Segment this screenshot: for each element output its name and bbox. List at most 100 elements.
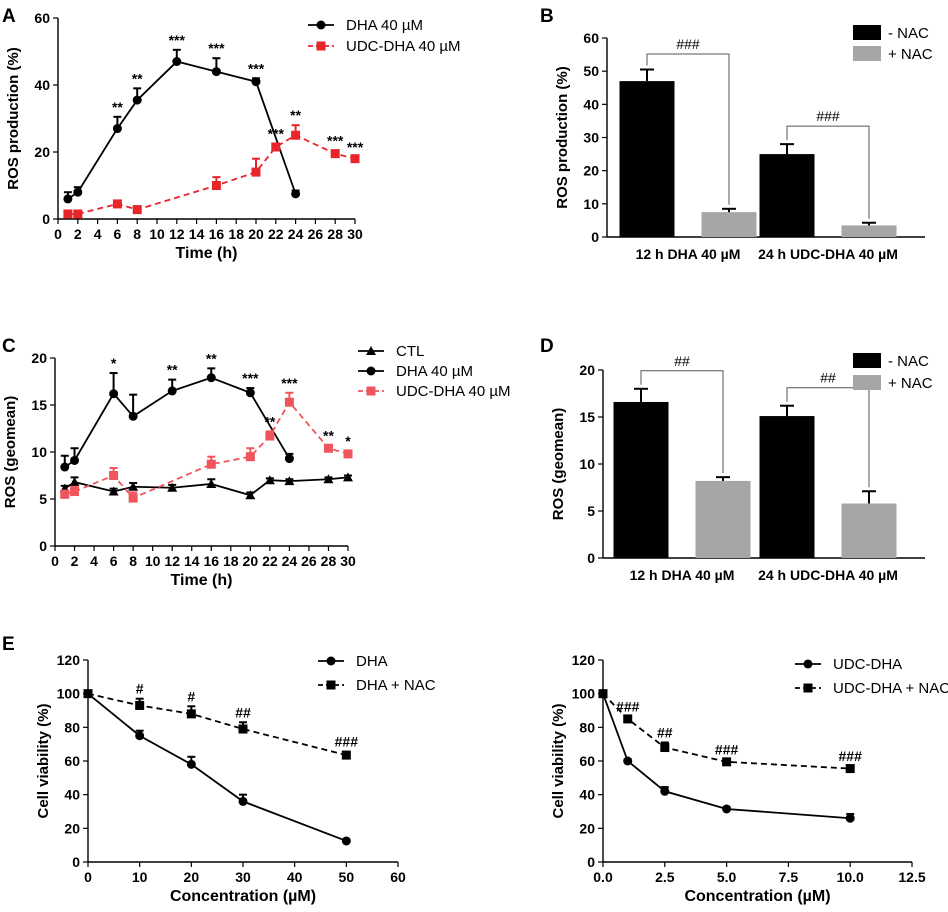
x-tick-label: 10 xyxy=(149,226,165,242)
x-tick-label: 24 h UDC-DHA 40 µM xyxy=(758,246,898,262)
data-point xyxy=(284,476,295,486)
x-axis-label: Time (h) xyxy=(176,245,238,262)
legend-swatch xyxy=(853,353,881,368)
y-tick-label: 60 xyxy=(64,753,80,769)
y-tick-label: 100 xyxy=(572,686,596,702)
y-tick-label: 40 xyxy=(579,787,595,803)
legend-label: - NAC xyxy=(888,25,929,42)
legend-swatch xyxy=(853,46,881,61)
y-tick-label: 60 xyxy=(34,10,50,26)
data-point xyxy=(109,389,119,399)
data-point xyxy=(132,205,142,215)
series-1: # ###### xyxy=(83,681,358,760)
data-point xyxy=(330,149,340,159)
y-axis-label: ROS (geomean) xyxy=(550,408,567,521)
significance-label: *** xyxy=(208,40,225,56)
x-tick-label: 14 xyxy=(189,226,205,242)
x-tick-label: 26 xyxy=(301,553,317,569)
y-tick-label: 0 xyxy=(72,854,80,870)
y-axis-label: ROS (geomean) xyxy=(2,396,19,509)
data-point xyxy=(70,486,80,496)
y-axis-label: Cell viability (%) xyxy=(35,703,52,818)
significance-label: *** xyxy=(242,370,259,386)
significance-label: ** xyxy=(264,413,275,429)
x-tick-label: 20 xyxy=(248,226,264,242)
y-tick-label: 40 xyxy=(34,77,50,93)
x-tick-label: 22 xyxy=(262,553,278,569)
x-tick-label: 10.0 xyxy=(837,869,864,885)
series-0: ************* xyxy=(63,32,301,204)
series-2: ******* * xyxy=(60,375,353,503)
x-tick-label: 30 xyxy=(235,869,251,885)
data-point xyxy=(291,130,301,140)
significance-label: ** xyxy=(290,107,301,123)
data-point xyxy=(135,731,145,741)
data-point xyxy=(186,759,196,769)
x-tick-label: 2 xyxy=(71,553,79,569)
significance-label: *** xyxy=(347,139,364,155)
x-tick-label: 30 xyxy=(347,226,363,242)
series-1: ######## ### xyxy=(598,689,863,774)
y-tick-label: 20 xyxy=(31,350,47,366)
x-tick-label: 4 xyxy=(94,226,102,242)
significance-label: ** xyxy=(167,362,178,378)
x-tick-label: 26 xyxy=(308,226,324,242)
x-tick-label: 16 xyxy=(203,553,219,569)
data-point xyxy=(109,471,119,480)
x-axis-label: Concentration (µM) xyxy=(684,888,830,905)
data-point xyxy=(206,478,217,488)
significance-label: ### xyxy=(616,698,640,714)
significance-bracket xyxy=(786,125,870,219)
y-tick-label: 120 xyxy=(572,652,596,668)
significance-label: ** xyxy=(206,350,217,366)
x-tick-label: 20 xyxy=(184,869,200,885)
x-tick-label: 10 xyxy=(132,869,148,885)
y-tick-label: 30 xyxy=(583,130,599,146)
x-tick-label: 0 xyxy=(51,553,59,569)
legend-swatch xyxy=(853,25,881,40)
x-tick-label: 12 xyxy=(164,553,180,569)
legend-marker xyxy=(326,680,336,690)
significance-label: *** xyxy=(248,60,265,76)
significance-label: ## xyxy=(235,704,251,720)
x-tick-label: 14 xyxy=(184,553,200,569)
data-point xyxy=(69,477,80,487)
bar xyxy=(759,154,815,237)
y-axis-label: Cell viability (%) xyxy=(550,703,567,818)
x-axis-label: Concentration (µM) xyxy=(170,888,316,905)
legend-label: CTL xyxy=(396,343,424,360)
significance-label: ### xyxy=(839,748,863,764)
series-line xyxy=(64,376,291,468)
data-point xyxy=(660,786,670,796)
data-point xyxy=(128,481,139,491)
panel-B: B 0 10 20 30 40 50 60 ROS production (%) ### 12 h … xyxy=(540,6,933,262)
legend-label: DHA xyxy=(356,653,388,670)
data-point xyxy=(238,796,248,806)
data-point xyxy=(245,452,255,462)
y-tick-label: 20 xyxy=(579,820,595,836)
x-tick-label: 7.5 xyxy=(779,869,799,885)
legend-marker xyxy=(316,20,326,30)
legend-label: + NAC xyxy=(888,46,933,63)
y-tick-label: 15 xyxy=(579,409,595,425)
data-point xyxy=(660,743,670,753)
significance-label: ## xyxy=(657,724,673,740)
y-tick-label: 0 xyxy=(587,854,595,870)
data-point xyxy=(323,443,333,453)
significance-label: ## xyxy=(820,370,836,386)
x-tick-label: 0 xyxy=(84,869,92,885)
data-point xyxy=(343,472,353,482)
data-point xyxy=(83,689,93,699)
x-tick-label: 6 xyxy=(114,226,122,242)
panel-label: B xyxy=(540,6,554,27)
data-point xyxy=(63,194,73,204)
data-point xyxy=(172,57,182,67)
x-tick-label: 22 xyxy=(268,226,284,242)
series-line xyxy=(67,134,356,215)
bar xyxy=(841,225,897,237)
y-tick-label: 0 xyxy=(587,550,595,566)
significance-bracket xyxy=(646,53,730,205)
legend-label: UDC-DHA 40 µM xyxy=(396,383,511,400)
data-point xyxy=(284,454,294,464)
